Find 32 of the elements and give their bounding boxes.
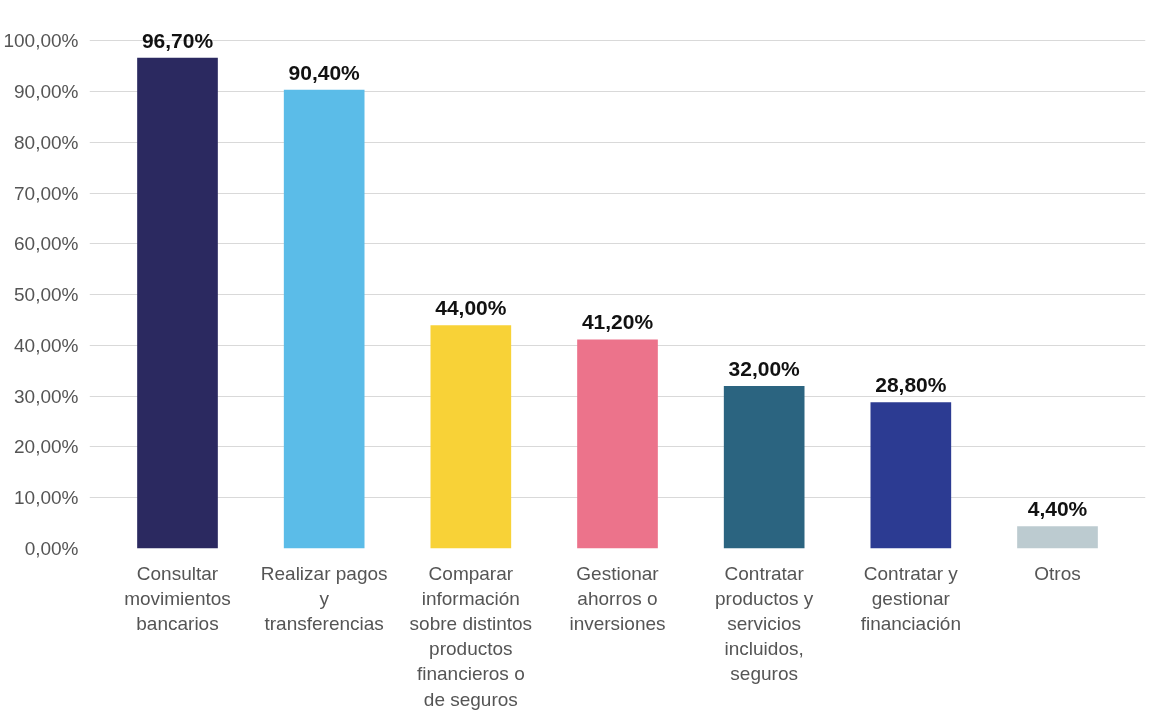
y-tick-label: 80,00% (14, 131, 79, 153)
x-tick-label: Comparar información sobre distintos productos financieros o de seguros (409, 562, 533, 710)
y-tick-label: 20,00% (14, 436, 79, 458)
y-tick-label: 50,00% (14, 284, 79, 306)
y-tick-label: 40,00% (14, 334, 79, 356)
x-tick-label: Contratar y gestionar financiación (860, 562, 962, 634)
x-tick-label: Realizar pagos y transferencias (260, 562, 388, 634)
data-label: 41,20% (581, 310, 654, 334)
data-label: 28,80% (875, 373, 947, 397)
bar (870, 402, 952, 549)
y-tick-label: 90,00% (14, 81, 79, 103)
y-tick-label: 30,00% (14, 385, 79, 407)
x-tick-label: Contratar productos y servicios incluidos, seguros (715, 562, 814, 685)
x-tick-label: Otros (1034, 562, 1081, 584)
bar (1017, 526, 1098, 549)
x-tick-label: Gestionar ahorros o inversiones (569, 562, 666, 634)
y-tick-label: 100,00% (3, 30, 79, 52)
y-tick-label: 10,00% (14, 487, 79, 509)
bar (723, 386, 805, 549)
data-label: 32,00% (728, 357, 801, 381)
bar (430, 325, 512, 549)
bar (137, 57, 218, 549)
bar (577, 339, 658, 549)
data-label: 4,40% (1027, 497, 1088, 521)
y-tick-label: 0,00% (24, 538, 79, 559)
bar (283, 89, 365, 549)
y-tick-label: 60,00% (14, 233, 79, 255)
x-tick-label: Consultar movimientos bancarios (124, 562, 231, 634)
data-label: 96,70% (141, 28, 214, 52)
data-label: 90,40% (288, 60, 361, 84)
data-label: 44,00% (435, 296, 507, 320)
y-tick-label: 70,00% (14, 182, 79, 204)
